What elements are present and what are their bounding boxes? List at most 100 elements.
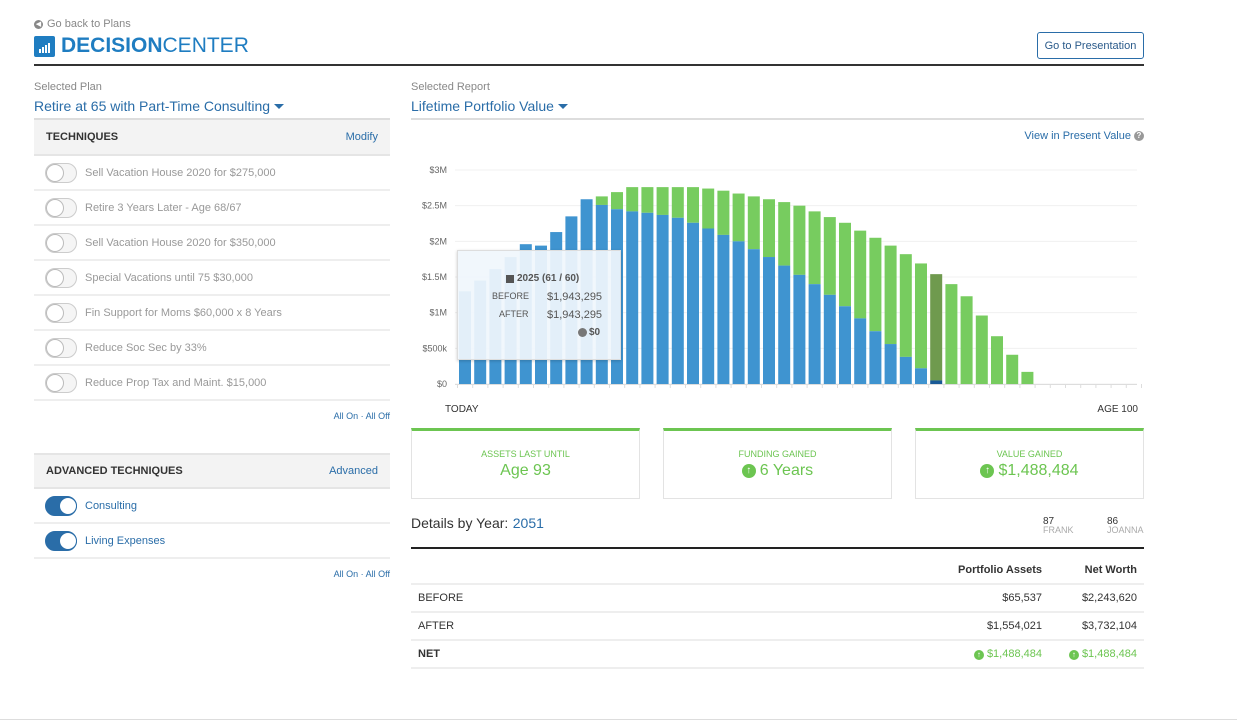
technique-label: Reduce Prop Tax and Maint. $15,000 [85,376,267,389]
bar-before[interactable] [671,217,684,384]
bar-before[interactable] [930,380,943,384]
technique-toggle[interactable] [45,372,77,393]
technique-label: Living Expenses [85,534,166,547]
details-table: Portfolio Assets Net Worth BEFORE $65,537 $… [411,556,1144,669]
bar-before[interactable] [869,331,882,384]
y-tick-label: $2.5M [422,201,447,211]
bar-before[interactable] [899,356,912,384]
bar-before[interactable] [641,212,654,384]
technique-label: Consulting [85,499,137,512]
bar-gain[interactable] [702,188,715,229]
bar-before[interactable] [808,284,821,384]
technique-label: Retire 3 Years Later - Age 68/67 [85,201,242,214]
bar-before[interactable] [702,228,715,384]
technique-toggle[interactable] [45,162,77,183]
present-value-link[interactable]: View in Present Value? [1024,130,1144,142]
bar-gain[interactable] [595,196,608,205]
all-off-link[interactable]: All Off [365,569,390,579]
caret-down-icon [274,103,285,109]
bar-gain[interactable] [960,296,973,384]
technique-row: Sell Vacation House 2020 for $350,000 [34,226,390,261]
technique-toggle[interactable] [45,495,77,516]
arrow-up-icon: ↑ [973,650,984,660]
bar-gain[interactable] [793,205,806,275]
back-to-plans-link[interactable]: ◀ Go back to Plans [34,18,131,30]
bar-gain[interactable] [747,196,760,250]
all-off-link[interactable]: All Off [365,411,390,421]
bar-before[interactable] [839,306,851,384]
bar-gain[interactable] [1021,371,1034,384]
selected-report-label: Selected Report [411,81,490,93]
bar-gain[interactable] [915,263,927,369]
bar-gain[interactable] [884,245,897,345]
technique-row: Consulting [34,489,390,524]
bar-gain[interactable] [687,187,699,223]
logo: DECISIONCENTER [34,34,249,58]
technique-toggle[interactable] [45,530,77,551]
bar-gain[interactable] [975,315,988,384]
person-frank: 87 FRANK [1043,516,1074,535]
bar-before[interactable] [884,344,897,384]
x-start-label: TODAY [445,404,479,415]
bar-gain[interactable] [732,193,745,242]
bar-before[interactable] [778,265,791,384]
plan-dropdown[interactable]: Retire at 65 with Part-Time Consulting [34,98,390,114]
technique-toggle[interactable] [45,267,77,288]
technique-label: Fin Support for Moms $60,000 x 8 Years [85,306,282,319]
bar-before[interactable] [656,214,669,384]
bar-gain[interactable] [641,187,654,213]
bar-before[interactable] [763,257,775,384]
bar-before[interactable] [747,249,760,384]
bar-gain[interactable] [717,190,730,235]
bar-gain[interactable] [671,187,684,218]
bar-gain[interactable] [854,230,867,319]
technique-toggle[interactable] [45,337,77,358]
technique-toggle[interactable] [45,197,77,218]
bar-gain[interactable] [808,211,821,285]
bar-before[interactable] [626,211,639,384]
technique-row: Retire 3 Years Later - Age 68/67 [34,191,390,226]
technique-row: Reduce Prop Tax and Maint. $15,000 [34,366,390,401]
technique-label: Reduce Soc Sec by 33% [85,341,207,354]
bar-gain[interactable] [763,199,775,258]
technique-toggle[interactable] [45,302,77,323]
bar-before[interactable] [717,234,730,384]
y-tick-label: $2M [429,236,447,246]
bar-before[interactable] [793,274,806,384]
diff-circle-icon [578,328,587,337]
details-header: Details by Year: 2051 87 FRANK 86 JOANNA [411,515,1144,549]
bar-gain[interactable] [839,222,851,307]
bar-before[interactable] [823,294,836,384]
bar-gain[interactable] [1006,354,1019,384]
bar-gain[interactable] [778,202,791,266]
technique-toggle[interactable] [45,232,77,253]
bar-gain[interactable] [945,284,958,384]
divider [411,118,1144,120]
bar-gain[interactable] [823,217,836,295]
help-icon: ? [1134,131,1144,141]
techniques-header: TECHNIQUES Modify [34,120,390,156]
bar-before[interactable] [732,241,745,384]
bar-before[interactable] [915,368,927,384]
bar-gain[interactable] [611,192,623,210]
chart-tooltip: 2025 (61 / 60) BEFORE $1,943,295 AFTER $… [457,250,621,360]
modify-link[interactable]: Modify [345,131,378,143]
advanced-link[interactable]: Advanced [329,465,378,477]
bar-gain[interactable] [991,336,1003,384]
report-dropdown[interactable]: Lifetime Portfolio Value [411,98,1144,114]
summary-card: FUNDING GAINED ↑ 6 Years [663,428,892,499]
bar-before[interactable] [687,222,699,384]
technique-row: Special Vacations until 75 $30,000 [34,261,390,296]
bar-gain[interactable] [869,237,882,332]
bar-gain[interactable] [899,254,912,357]
bar-gain[interactable] [930,274,943,381]
plan-value: Retire at 65 with Part-Time Consulting [34,98,271,114]
summary-card: ASSETS LAST UNTIL Age 93 [411,428,640,499]
all-on-link[interactable]: All On [333,411,359,421]
bar-gain[interactable] [656,187,669,215]
all-on-link[interactable]: All On [333,569,359,579]
bar-gain[interactable] [626,187,639,212]
go-to-presentation-button[interactable]: Go to Presentation [1037,32,1144,59]
bar-before[interactable] [854,318,867,384]
arrow-up-icon: ↑ [980,464,995,478]
